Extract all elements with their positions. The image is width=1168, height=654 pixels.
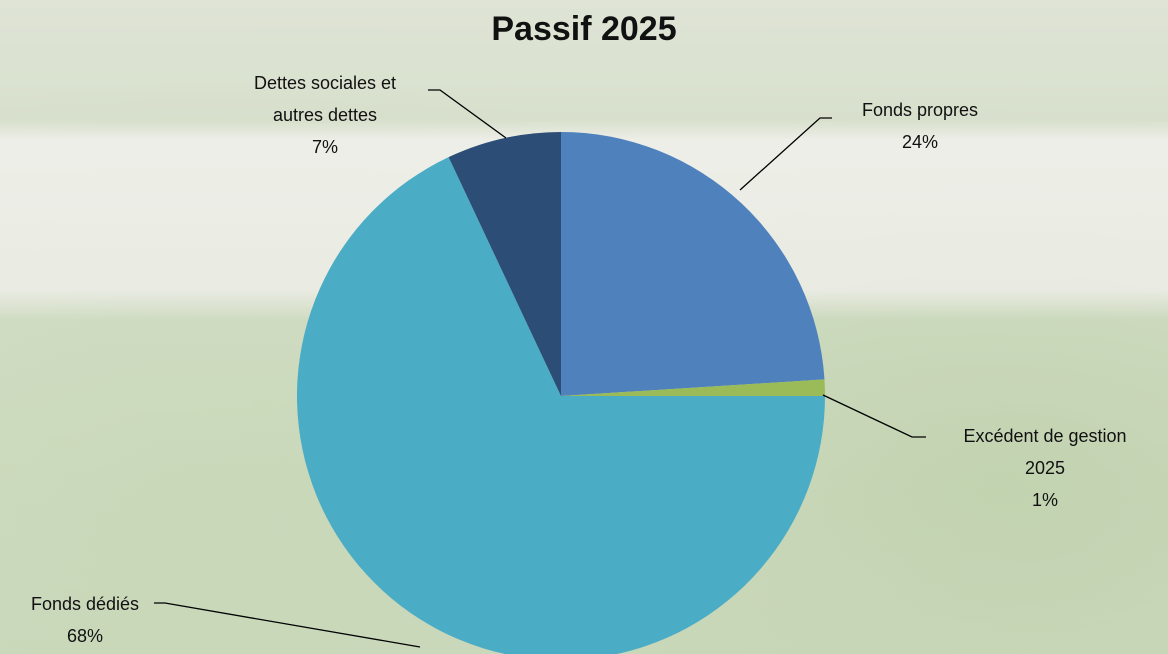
data-label: Dettes sociales et autres dettes 7% <box>225 67 425 163</box>
data-label: Fonds dédiés 68% <box>5 588 165 652</box>
leader-line <box>154 602 421 648</box>
label-value: 7% <box>311 137 338 157</box>
leader-line <box>739 117 832 191</box>
label-name: Excédent de gestion 2025 <box>963 426 1127 478</box>
label-name: Fonds dédiés <box>30 594 140 614</box>
label-value: 1% <box>1031 490 1058 510</box>
label-value: 24% <box>901 132 939 152</box>
label-value: 68% <box>66 626 104 646</box>
pie-slice <box>561 379 825 396</box>
pie-slice <box>448 132 561 396</box>
pie-slice <box>561 132 825 396</box>
pie-slice <box>297 157 825 654</box>
data-label: Fonds propres 24% <box>830 94 1010 158</box>
chart-title: Passif 2025 <box>491 10 677 48</box>
pie <box>297 132 825 654</box>
leader-line <box>428 89 507 139</box>
data-label: Excédent de gestion 2025 1% <box>935 420 1155 516</box>
leader-line <box>822 394 926 438</box>
label-name: Dettes sociales et autres dettes <box>253 73 397 125</box>
label-name: Fonds propres <box>861 100 979 120</box>
